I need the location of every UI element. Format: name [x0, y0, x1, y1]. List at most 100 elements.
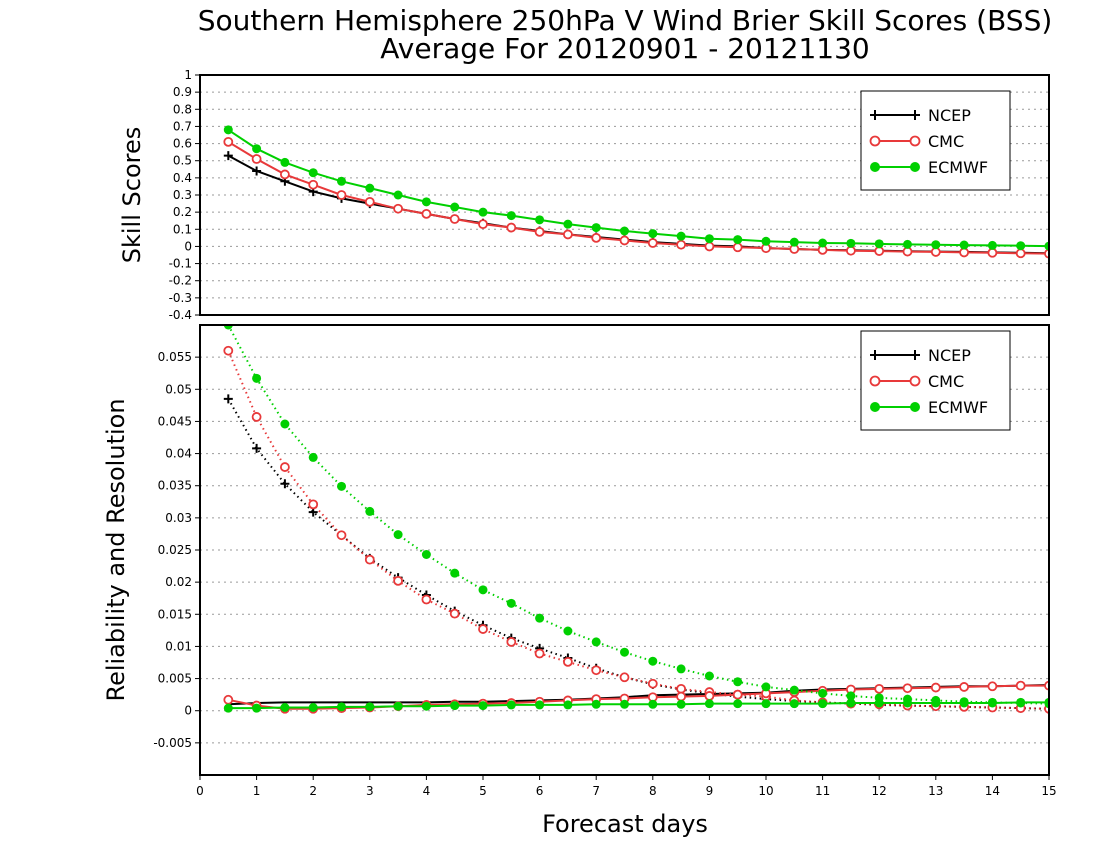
y-tick-label: 0.02 [165, 575, 192, 589]
plot-frame [199, 324, 1050, 776]
data-point-cmc [279, 462, 290, 472]
data-point-ecmwf [846, 238, 856, 248]
data-point-cmc [308, 499, 319, 510]
data-point-ecmwf [563, 700, 573, 710]
y-tick-label: 0.7 [173, 119, 192, 133]
data-point-ecmwf [789, 685, 799, 695]
data-point-ecmwf [987, 240, 997, 250]
data-point-cmc [393, 575, 404, 586]
data-point-ecmwf [421, 701, 431, 711]
x-tick-label: 15 [1041, 784, 1056, 798]
data-point-cmc [874, 683, 885, 694]
data-point-ecmwf [280, 703, 290, 712]
data-point-cmc [647, 238, 658, 248]
y-tick-label: 0.045 [158, 414, 192, 428]
data-point-ecmwf [506, 598, 516, 608]
data-point-cmc [732, 689, 743, 700]
series-line-ecmwf-reliability [228, 701, 1049, 710]
data-point-ecmwf [337, 702, 346, 712]
plot-area [223, 125, 1049, 259]
x-tick-label: 7 [592, 784, 600, 798]
legend: NCEP CMC ECMWF [860, 90, 1011, 191]
data-point-ecmwf [704, 699, 714, 709]
data-point-cmc [393, 203, 404, 214]
data-point-ecmwf [450, 202, 460, 212]
data-point-ecmwf [535, 215, 545, 225]
data-point-cmc [449, 608, 460, 619]
data-point-cmc [534, 226, 545, 237]
data-point-ecmwf [478, 585, 488, 595]
data-point-ecmwf [252, 703, 262, 713]
data-point-cmc [223, 345, 234, 356]
data-point-ncep [252, 166, 262, 176]
y-tick-label: 0.015 [158, 607, 192, 621]
x-tick-label: 10 [758, 784, 773, 798]
data-point-ecmwf [365, 506, 375, 516]
legend-label-ncep: NCEP [928, 346, 971, 365]
data-point-ecmwf [506, 700, 516, 710]
data-point-cmc [959, 682, 969, 692]
data-point-ecmwf [223, 325, 233, 330]
legend-label-cmc: CMC [928, 132, 964, 151]
data-point-ecmwf [535, 613, 545, 623]
data-point-cmc [421, 208, 432, 219]
data-point-cmc [223, 694, 234, 705]
data-point-ecmwf [704, 671, 714, 681]
data-point-ecmwf [704, 234, 714, 244]
x-tick-label: 3 [366, 784, 374, 798]
data-point-cmc [251, 154, 262, 164]
data-point-cmc [959, 247, 969, 258]
data-point-ecmwf [563, 626, 573, 636]
data-point-ecmwf [421, 550, 431, 559]
y-tick-label: 0.04 [165, 447, 192, 461]
series-line-ncep-resolution [227, 398, 1049, 710]
data-point-ecmwf [761, 236, 771, 246]
legend-label-ncep: NCEP [928, 106, 971, 125]
data-point-ecmwf [393, 190, 403, 200]
legend-marker-ncep [910, 110, 920, 120]
data-point-ecmwf [308, 168, 318, 178]
data-point-cmc [704, 691, 715, 701]
data-point-ecmwf [535, 700, 545, 710]
data-point-cmc [676, 691, 686, 702]
legend-marker-ecmwf [870, 402, 880, 412]
data-point-ecmwf [421, 197, 431, 207]
data-point-ecmwf [1016, 697, 1026, 707]
data-point-ecmwf [478, 207, 488, 217]
data-point-cmc [1015, 248, 1026, 259]
data-point-cmc [676, 239, 686, 250]
data-point-ecmwf [761, 699, 771, 709]
y-tick-label: 0.3 [173, 188, 192, 202]
data-point-cmc [591, 665, 602, 676]
data-point-ecmwf [818, 238, 828, 248]
data-point-ecmwf [818, 688, 828, 698]
data-point-ecmwf [563, 219, 573, 229]
data-point-cmc [930, 682, 941, 693]
data-point-cmc [336, 190, 347, 200]
data-point-ecmwf [591, 223, 601, 233]
y-tick-label: -0.005 [153, 736, 192, 750]
data-point-ecmwf [591, 637, 601, 647]
reliability-resolution-panel: -0.005 0 0.005 0.01 0.015 0.02 0.025 0.03 0.035 0… [102, 324, 1057, 798]
legend-marker-ncep [870, 350, 880, 360]
data-point-ecmwf [789, 237, 799, 247]
data-point-ecmwf [393, 530, 403, 540]
data-point-cmc [563, 229, 573, 240]
legend-marker-ecmwf [910, 162, 920, 172]
data-point-ecmwf [365, 183, 375, 193]
y-tick-label: -0.1 [169, 257, 192, 271]
legend-label-ecmwf: ECMWF [928, 398, 988, 417]
y-tick-label: 0 [184, 704, 192, 718]
y-tick-label: 0.2 [173, 205, 192, 219]
data-point-ecmwf [818, 699, 828, 709]
data-point-ecmwf [676, 231, 686, 241]
x-tick-label: 9 [706, 784, 714, 798]
plot-area [223, 325, 1049, 714]
x-tick-label: 12 [872, 784, 887, 798]
data-point-ecmwf [733, 699, 743, 709]
data-point-ecmwf [648, 229, 658, 239]
legend-marker-ecmwf [910, 402, 920, 412]
data-point-ecmwf [308, 703, 318, 712]
y-tick-label: 0.5 [173, 154, 192, 168]
x-tick-label: 4 [423, 784, 431, 798]
